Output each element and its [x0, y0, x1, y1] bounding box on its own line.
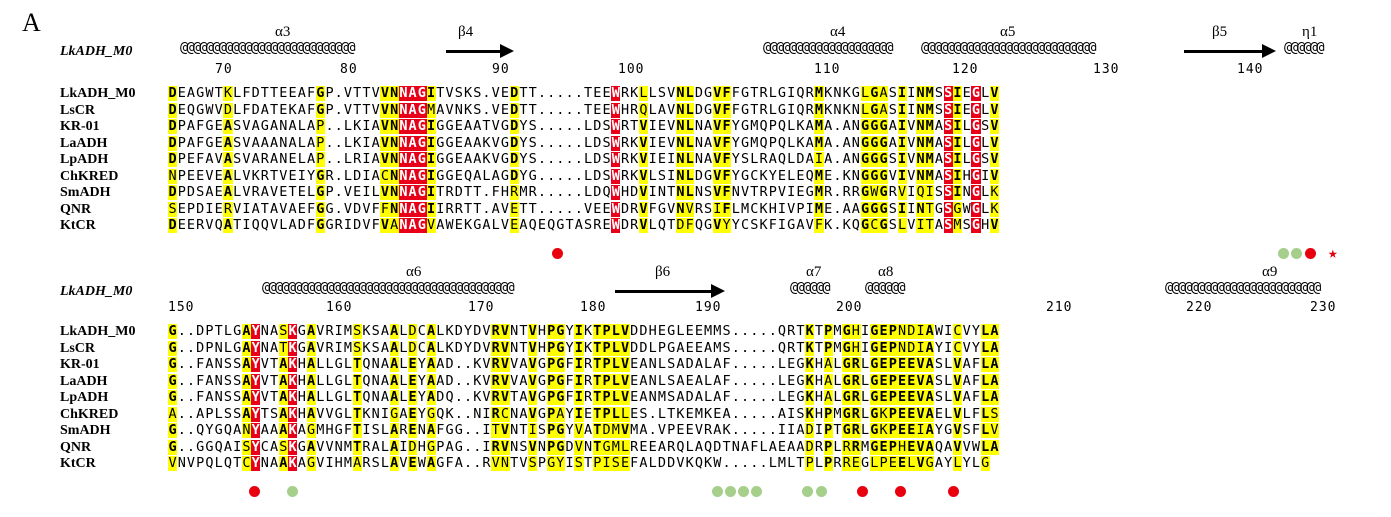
strand-b6	[615, 284, 725, 298]
strand-b4	[446, 44, 514, 58]
sequence-residues: SEPDIERVIATAVAEFGG.VDVFFNNAGIIRRTT.AVETT…	[168, 200, 1000, 217]
sequence-residues: DPAFGEASVAAANALAP..LKIAVNNAGIGGEAAKVGDYS…	[168, 134, 1000, 151]
ss-label-a6: α6	[406, 264, 422, 280]
ruler-number: 110	[814, 62, 841, 77]
sequence-name: QNR	[60, 439, 92, 455]
ruler-number: 210	[1046, 300, 1073, 315]
ss-label-a5: α5	[1000, 24, 1016, 40]
ruler-number: 190	[695, 300, 722, 315]
sequence-residues: G..FANSSAYVTAKHALLGLTQNAALEYADQ..KVRVTAV…	[168, 389, 1000, 405]
sequence-name: LkADH_M0	[60, 324, 136, 339]
marker-green-dot	[816, 486, 827, 497]
ruler-number: 130	[1093, 62, 1120, 77]
ss-label-a8: α8	[878, 264, 894, 280]
sequence-residues: VNVPQLQTCYNAAKAGVIHMARSLAVEWAGFA..RVNTVS…	[168, 455, 990, 471]
marker-green-dot	[287, 486, 298, 497]
sequence-name: LaADH	[60, 373, 108, 389]
ruler-number: 170	[468, 300, 495, 315]
sequence-name: ChKRED	[60, 406, 119, 422]
alignment-block-1: LkADH_M0 @@@@@@@@@@@@@@@@@@@@@@@@@@@ α3 …	[60, 24, 1338, 262]
marker-red-dot	[552, 248, 563, 259]
sequence-residues: NPEEVEALVKRTVEIYGR.LDIACNNAGIGGEQALAGDYG…	[168, 167, 1000, 184]
sequence-name: SmADH	[60, 423, 111, 438]
sequence-residues: G..QYGQANYAAAKAGMHGFTISLARENAFGG..ITVNTI…	[168, 422, 1000, 438]
sequence-residues: DPDSAEALVRAVETELGP.VEILVNNAGITRDTT.FHRMR…	[168, 184, 1000, 200]
marker-green-dot	[751, 486, 762, 497]
ruler-number: 90	[492, 62, 510, 77]
ss-label-b6: β6	[655, 264, 671, 280]
ss-label-a4: α4	[830, 24, 846, 40]
reference-title: LkADH_M0	[60, 284, 133, 299]
sequence-name: LsCR	[60, 102, 96, 118]
sequence-residues: A..APLSSAYTSAKHAVVGLTKNIGAEYGQK..NIRCNAV…	[168, 405, 1000, 422]
helix-a9: @@@@@@@@@@@@@@@@@@@@@@@@	[1165, 282, 1321, 294]
ss-label-a3: α3	[275, 24, 291, 40]
sequence-name: LpADH	[60, 390, 109, 405]
helix-a4: @@@@@@@@@@@@@@@@@@@@	[763, 42, 894, 54]
marker-red-dot	[895, 486, 906, 497]
helix-a7: @@@@@@	[790, 282, 831, 294]
ss-label-a7: α7	[806, 264, 822, 280]
ruler-number: 230	[1310, 300, 1337, 315]
sequence-name: ChKRED	[60, 168, 119, 184]
ruler-number: 150	[168, 300, 195, 315]
sequence-residues: DEERVQATIQQVLADFGGRIDVFVANAGVAWEKGALVEAQ…	[168, 217, 1000, 233]
ss-label-h1: η1	[1302, 24, 1318, 40]
sequence-name: LaADH	[60, 135, 108, 151]
sequence-name: LsCR	[60, 340, 96, 356]
panel-letter: A	[22, 8, 41, 37]
marker-green-dot	[1278, 248, 1289, 259]
sequence-residues: DEQGWVDLFDATEKAFGP.VTTVVNNAGMAVNKS.VEDTT…	[168, 101, 1000, 118]
ruler-number: 140	[1237, 62, 1264, 77]
sequence-residues: G..FANSSAYVTAKHALLGLTQNAALEYAAD..KVRVVAV…	[168, 356, 1000, 372]
sequence-name: KR-01	[60, 119, 100, 134]
sequence-residues: DPEFAVASVARANELAP..LRIAVNNAGIGGEAAKVGDYS…	[168, 151, 1000, 167]
ruler-number: 120	[952, 62, 979, 77]
marker-green-dot	[802, 486, 813, 497]
ruler-number: 70	[215, 62, 233, 77]
sequence-name: LpADH	[60, 152, 109, 167]
sequence-name: KtCR	[60, 218, 96, 233]
sequence-residues: G..FANSSAYVTAKHALLGLTQNAALEYAAD..KVRVVAV…	[168, 372, 1000, 389]
sequence-residues: G..DPNLGAYNATKGAVRIMSKSAALDCALKDYDVRVNTV…	[168, 339, 1000, 356]
ruler-number: 100	[618, 62, 645, 77]
sequence-name: KtCR	[60, 456, 96, 471]
sequence-residues: G..GGQAISYCASKGAVVNMTRALAIDHGPAG..IRVNSV…	[168, 438, 1000, 455]
ss-label-b4: β4	[458, 24, 474, 40]
sequence-residues: DPAFGEASVAGANALAP..LKIAVNNAGIGGEAATVGDYS…	[168, 118, 1000, 134]
marker-green-dot	[725, 486, 736, 497]
helix-a6: @@@@@@@@@@@@@@@@@@@@@@@@@@@@@@@@@@@@@@@	[262, 282, 515, 294]
sequence-name: KR-01	[60, 357, 100, 372]
ruler-number: 180	[580, 300, 607, 315]
marker-red-dot	[857, 486, 868, 497]
sequence-name: QNR	[60, 201, 92, 217]
helix-a3: @@@@@@@@@@@@@@@@@@@@@@@@@@@	[180, 42, 356, 54]
helix-a5: @@@@@@@@@@@@@@@@@@@@@@@@@@@	[921, 42, 1097, 54]
sequence-residues: DEAGWTKLFDTTEEAFGP.VTTVVNNAGITVSKS.VEDTT…	[168, 85, 1000, 101]
sequence-name: LkADH_M0	[60, 86, 136, 101]
ruler-number: 200	[836, 300, 863, 315]
alignment-block-2: LkADH_M0 @@@@@@@@@@@@@@@@@@@@@@@@@@@@@@@…	[0, 262, 1391, 517]
marker-red-dot	[948, 486, 959, 497]
helix-h1: @@@@@@	[1284, 42, 1325, 54]
reference-title: LkADH_M0	[60, 44, 133, 59]
ruler-number: 80	[340, 62, 358, 77]
marker-red-dot	[249, 486, 260, 497]
helix-a8: @@@@@@	[865, 282, 906, 294]
sequence-name: SmADH	[60, 185, 111, 200]
strand-b5	[1184, 44, 1276, 58]
marker-green-dot	[738, 486, 749, 497]
marker-red-dot	[1305, 248, 1316, 259]
ruler-number: 220	[1186, 300, 1213, 315]
ss-label-a9: α9	[1262, 264, 1278, 280]
sequence-residues: G..DPTLGAYNASKGAVRIMSKSAALDCALKDYDVRVNTV…	[168, 323, 1000, 339]
ss-label-b5: β5	[1212, 24, 1228, 40]
marker-green-dot	[712, 486, 723, 497]
ruler-number: 160	[326, 300, 353, 315]
marker-red-star: ★	[1328, 243, 1338, 262]
marker-green-dot	[1291, 248, 1302, 259]
